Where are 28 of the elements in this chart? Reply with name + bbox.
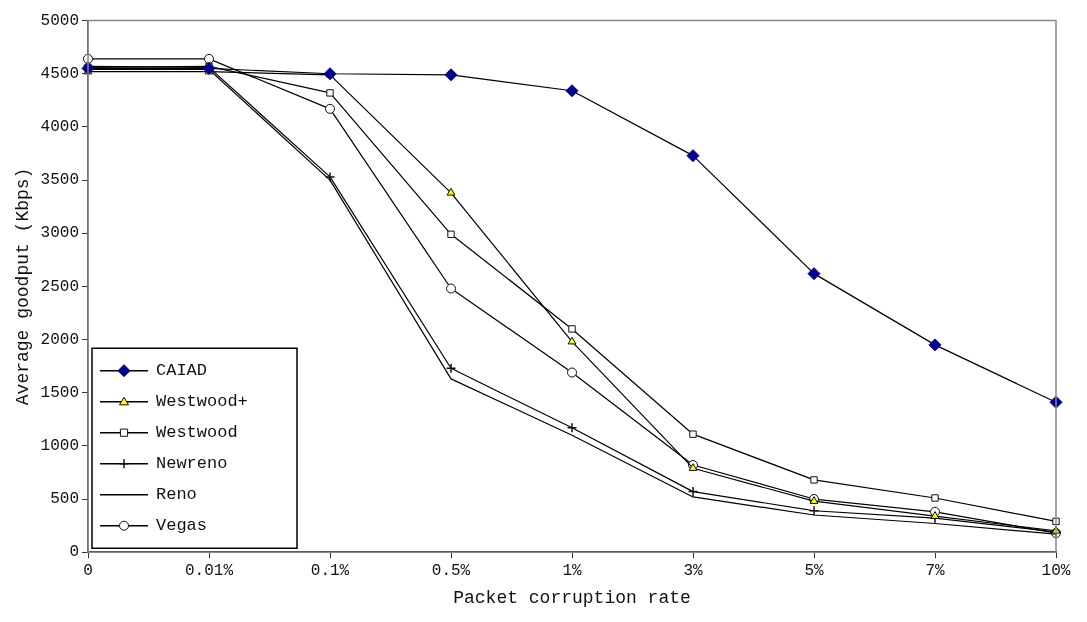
y-tick-label: 2000 bbox=[40, 330, 80, 349]
y-tick-label: 1000 bbox=[40, 437, 80, 456]
x-tick-label: 0.01% bbox=[185, 562, 234, 581]
legend-label: CAIAD bbox=[156, 361, 208, 381]
x-tick-label: 0 bbox=[83, 562, 93, 581]
x-tick-label: 5% bbox=[804, 562, 824, 581]
y-tick-label: 2500 bbox=[40, 277, 80, 296]
y-tick-label: 3000 bbox=[40, 224, 80, 243]
legend-label: Newreno bbox=[156, 454, 228, 474]
y-tick-label: 3500 bbox=[40, 171, 80, 190]
x-axis-title: Packet corruption rate bbox=[453, 587, 691, 608]
x-tick-label: 0.1% bbox=[310, 562, 350, 581]
legend-label: Vegas bbox=[156, 516, 208, 536]
x-tick-label: 0.5% bbox=[431, 562, 471, 581]
y-tick-label: 500 bbox=[50, 490, 80, 509]
x-tick-label: 10% bbox=[1041, 562, 1071, 581]
x-tick-label: 3% bbox=[683, 562, 703, 581]
y-tick-label: 0 bbox=[69, 543, 80, 562]
legend-label: Westwood bbox=[156, 423, 238, 443]
y-tick-label: 1500 bbox=[40, 383, 80, 402]
y-axis-title: Average goodput (Kbps) bbox=[12, 167, 33, 406]
legend-label: Westwood+ bbox=[156, 392, 248, 412]
y-tick-label: 4000 bbox=[40, 118, 80, 137]
y-tick-label: 4500 bbox=[40, 64, 80, 83]
x-tick-label: 1% bbox=[562, 562, 582, 581]
legend-label: Reno bbox=[156, 485, 197, 505]
y-tick-label: 5000 bbox=[40, 11, 80, 30]
x-tick-label: 7% bbox=[925, 562, 945, 581]
